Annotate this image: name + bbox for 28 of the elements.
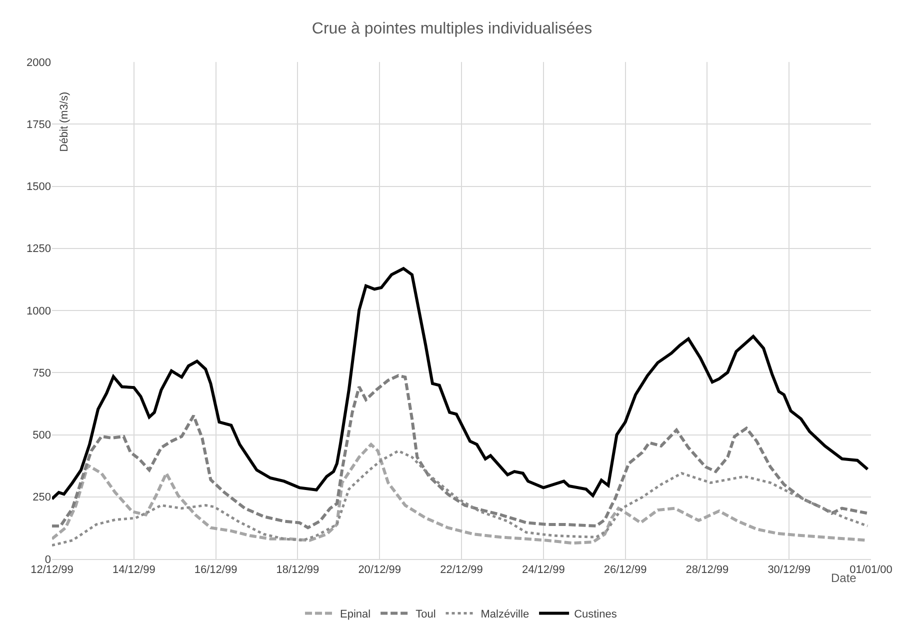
chart-title: Crue à pointes multiples individualisées — [312, 20, 592, 38]
y-tick-label: 2000 — [26, 56, 51, 69]
x-tick-label: 12/12/99 — [30, 564, 74, 576]
y-tick-label: 1750 — [26, 118, 51, 131]
x-tick-label: 16/12/99 — [194, 564, 238, 576]
legend-label: Malzéville — [480, 608, 530, 621]
x-tick-label: 26/12/99 — [604, 564, 647, 576]
line-series — [52, 374, 870, 530]
x-tick-label: 30/12/99 — [768, 564, 811, 576]
y-tick-label: 250 — [32, 492, 51, 504]
legend-label: Toul — [416, 608, 436, 621]
x-tick-label: 14/12/99 — [112, 564, 156, 576]
y-tick-label: 1000 — [26, 305, 51, 318]
y-tick-label: 1250 — [26, 243, 51, 256]
x-tick-label: 28/12/99 — [686, 564, 729, 576]
y-tick-label: 0 — [44, 554, 51, 566]
legend-label: Custines — [574, 608, 618, 621]
legend-label: Epinal — [340, 608, 371, 621]
y-tick-label: 1500 — [26, 181, 51, 194]
y-tick-label: 500 — [32, 430, 51, 442]
line-series — [52, 267, 870, 500]
y-tick-label: 750 — [32, 367, 51, 380]
x-tick-label: 01/01/00 — [850, 564, 892, 576]
x-tick-label: 18/12/99 — [276, 564, 320, 576]
x-tick-label: 24/12/99 — [522, 564, 565, 576]
y-axis-title: Débit (m3/s) — [58, 92, 70, 152]
x-tick-label: 22/12/99 — [440, 564, 483, 576]
x-tick-label: 20/12/99 — [358, 564, 402, 576]
